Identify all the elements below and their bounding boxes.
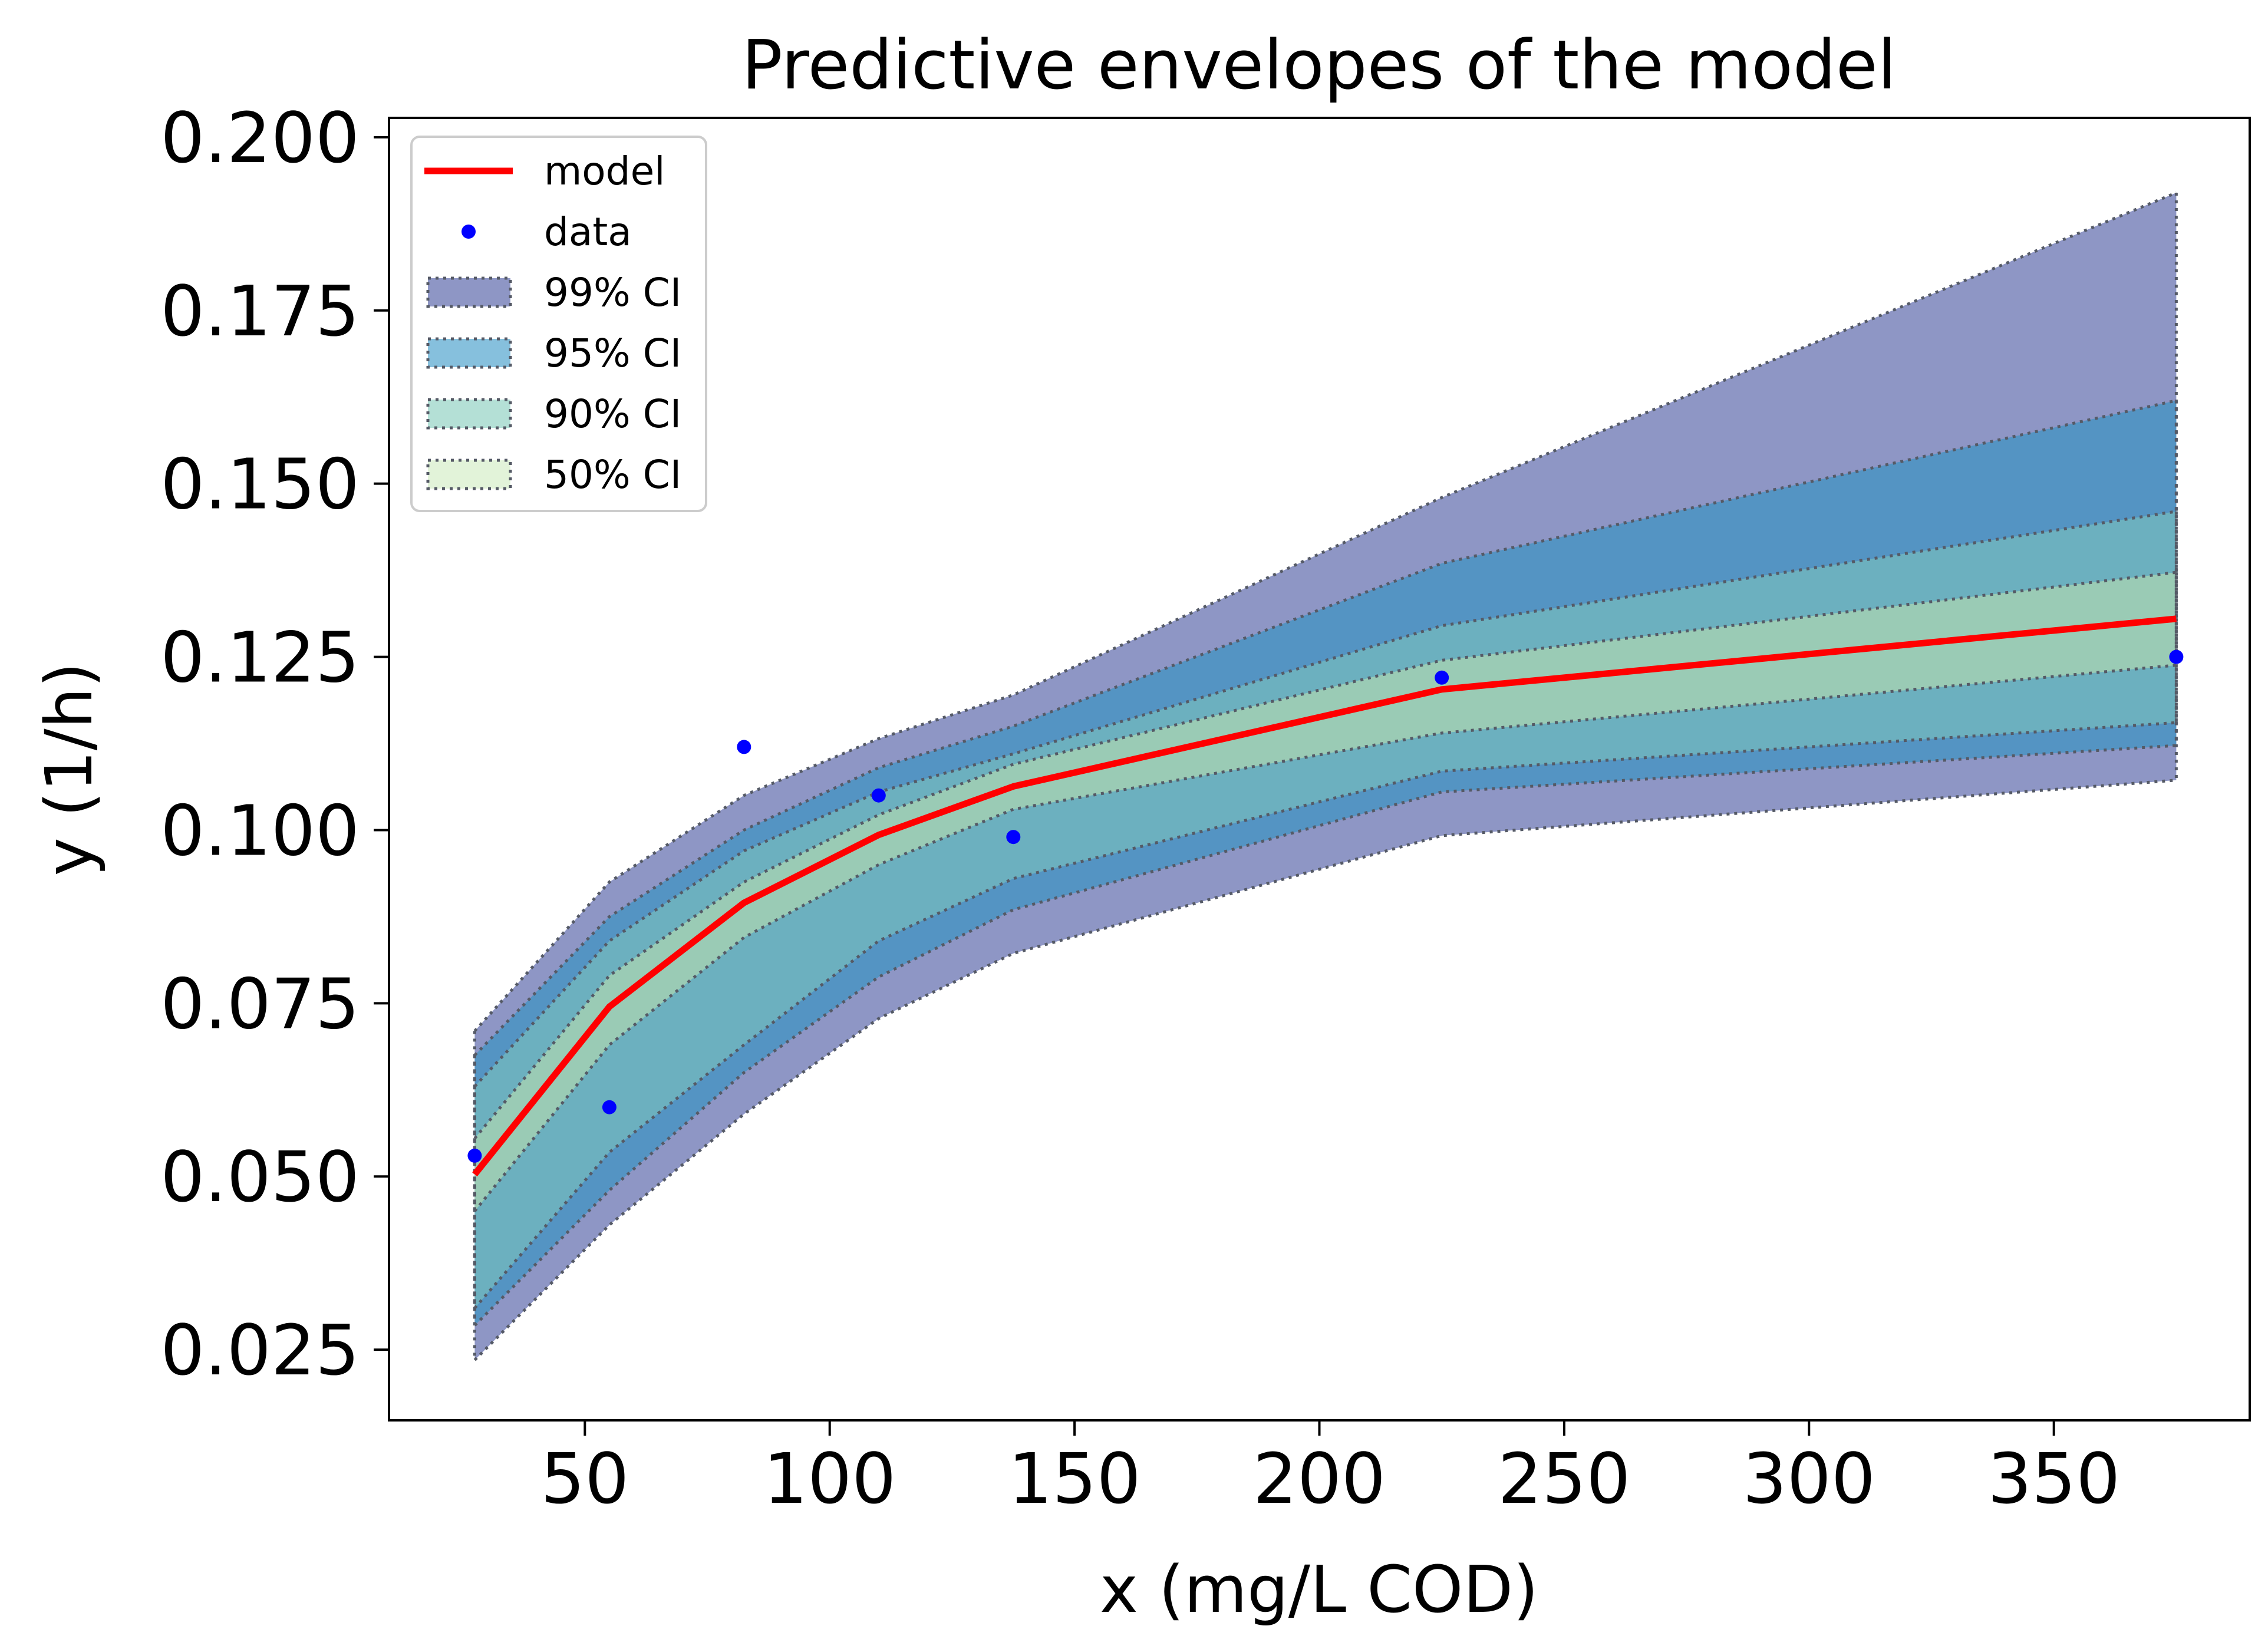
- legend-item: 95% CI: [426, 331, 681, 376]
- y-tick-label: 0.100: [160, 790, 360, 871]
- legend-label: 95% CI: [544, 331, 681, 376]
- legend-swatch: [426, 398, 512, 430]
- data-point-0: [467, 1148, 482, 1163]
- data-point-2: [737, 740, 751, 754]
- legend-label: 99% CI: [544, 270, 681, 315]
- ci-band-2: [474, 511, 2177, 1308]
- x-axis: 50 100 150 200 250 300 350: [540, 1420, 2120, 1519]
- legend-item: data: [461, 209, 632, 255]
- x-tick-label: 100: [763, 1438, 896, 1519]
- model-series: [472, 615, 2177, 1177]
- data-series: [467, 649, 2184, 1163]
- legend-label: model: [544, 149, 665, 194]
- legend-swatch: [426, 459, 512, 490]
- data-point-5: [1435, 670, 1449, 685]
- plot-area: [467, 191, 2184, 1361]
- data-point-6: [2169, 649, 2184, 664]
- chart-title: Predictive envelopes of the model: [741, 26, 1896, 105]
- y-tick-label: 0.025: [160, 1310, 360, 1391]
- legend: model data 99% CI 95% CI 90% CI 50% CI: [410, 136, 707, 512]
- data-point-3: [871, 788, 886, 803]
- x-tick-label: 350: [1987, 1438, 2120, 1519]
- legend-item: 90% CI: [426, 391, 681, 437]
- x-tick-label: 50: [540, 1438, 629, 1519]
- model-line: [472, 615, 2177, 1177]
- ci-band-0-upper-edge: [473, 191, 2177, 1033]
- data-point-1: [602, 1100, 617, 1114]
- y-tick-label: 0.050: [160, 1136, 360, 1218]
- x-tick-label: 300: [1743, 1438, 1875, 1519]
- legend-swatch: [426, 337, 512, 369]
- legend-item: 50% CI: [426, 452, 681, 497]
- legend-swatch: [461, 225, 476, 239]
- ci-band-0-lower-edge: [473, 779, 2177, 1361]
- legend-swatch: [426, 276, 512, 308]
- x-tick-label: 150: [1008, 1438, 1140, 1519]
- y-tick-label: 0.175: [160, 271, 360, 352]
- x-tick-label: 200: [1253, 1438, 1386, 1519]
- y-tick-label: 0.075: [160, 963, 360, 1044]
- y-tick-label: 0.125: [160, 617, 360, 698]
- ci-band-1-upper-edge: [473, 399, 2177, 1057]
- y-axis: 0.025 0.050 0.075 0.100 0.125 0.150 0.175 0.200: [160, 97, 389, 1391]
- y-tick-label: 0.150: [160, 444, 360, 525]
- data-point-4: [1006, 830, 1021, 845]
- x-axis-label: x (mg/L COD): [1100, 1552, 1538, 1627]
- ci-band-3-lower-edge: [473, 664, 2177, 1212]
- legend-label: 90% CI: [544, 391, 681, 437]
- legend-label: data: [544, 209, 632, 255]
- legend-label: 50% CI: [544, 452, 681, 497]
- legend-item: model: [424, 149, 665, 194]
- x-tick-label: 250: [1498, 1438, 1630, 1519]
- y-axis-label: y (1/h): [31, 662, 107, 876]
- legend-item: 99% CI: [426, 270, 681, 315]
- y-tick-label: 0.200: [160, 97, 360, 179]
